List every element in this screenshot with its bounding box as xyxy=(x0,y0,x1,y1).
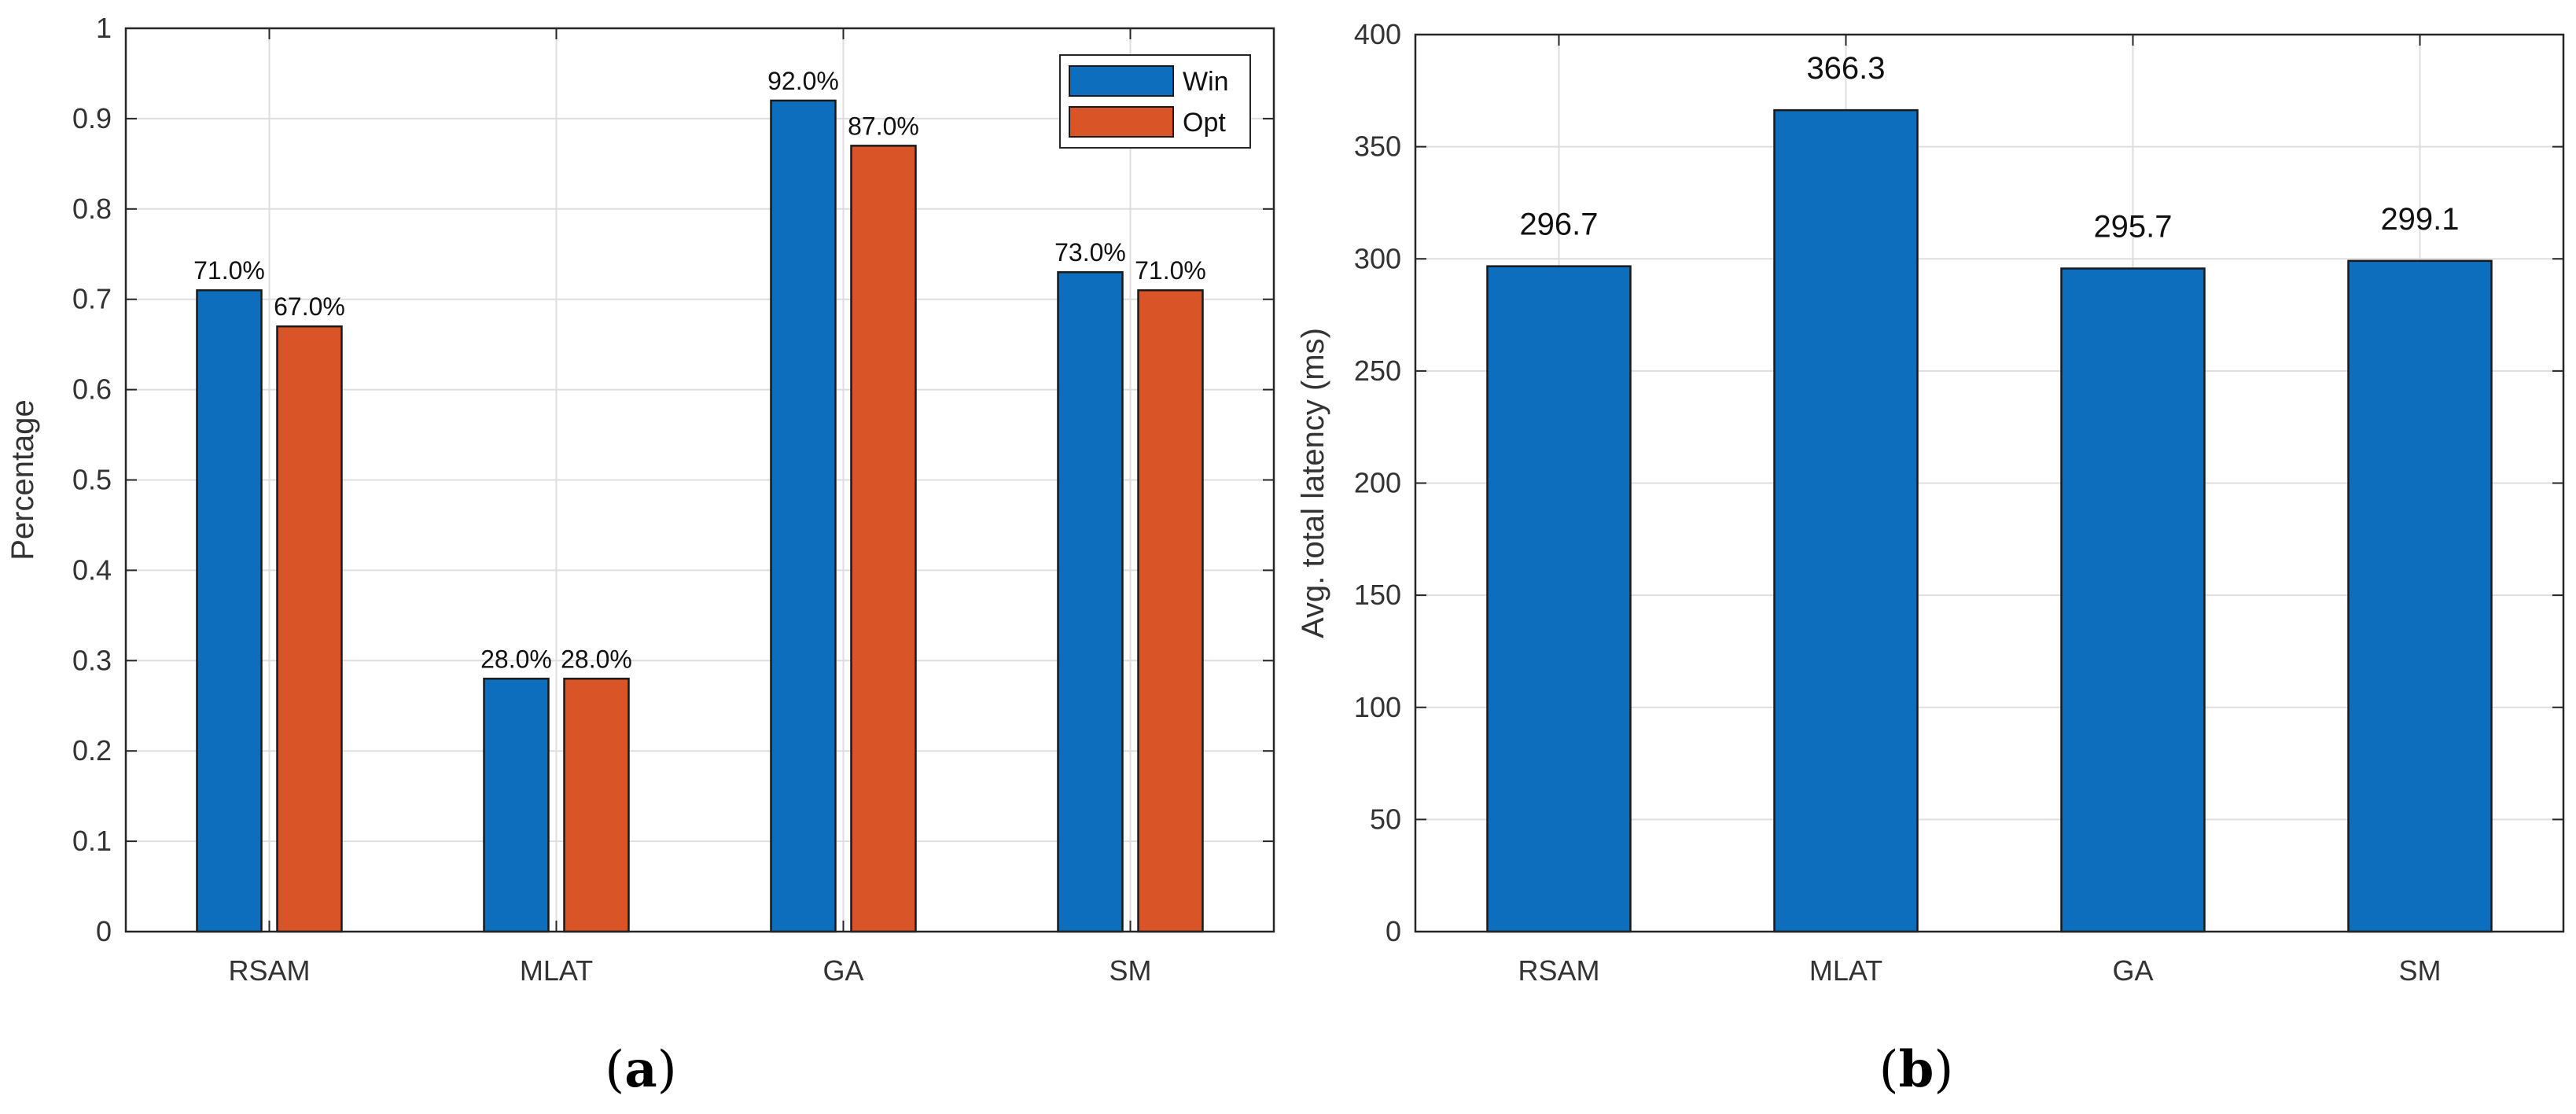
y-tick-label: 50 xyxy=(1370,803,1401,835)
legend-label: Opt xyxy=(1183,108,1226,138)
y-tick-label: 100 xyxy=(1354,691,1401,723)
y-tick-label: 150 xyxy=(1354,579,1401,611)
x-tick-label: GA xyxy=(2112,954,2153,987)
data-label: 299.1 xyxy=(2380,202,2459,237)
x-tick-label: MLAT xyxy=(520,954,593,987)
y-tick-label: 0.1 xyxy=(72,825,112,857)
data-label: 92.0% xyxy=(767,67,839,95)
bar-opt-sm xyxy=(1137,289,1204,933)
y-tick-label: 0.4 xyxy=(72,553,112,586)
x-tick-label: SM xyxy=(2399,954,2442,987)
data-label: 296.7 xyxy=(1519,208,1598,242)
y-tick-label: 350 xyxy=(1354,131,1401,163)
bar-win-mlat xyxy=(483,678,550,933)
figure-caption: (a) xyxy=(605,1040,676,1099)
data-label: 67.0% xyxy=(274,292,345,321)
data-label: 295.7 xyxy=(2093,210,2172,244)
data-label: 71.0% xyxy=(1135,256,1206,285)
y-tick-label: 0 xyxy=(1386,915,1401,947)
y-tick-label: 0.9 xyxy=(72,102,112,134)
axes-box xyxy=(124,27,1275,933)
bar-opt-rsam xyxy=(276,325,343,933)
y-axis-label: Percentage xyxy=(6,399,40,561)
bar-avg-total-latency-rsam xyxy=(1486,265,1632,933)
y-tick-label: 0.2 xyxy=(72,734,112,767)
y-tick-label: 0.3 xyxy=(72,644,112,676)
bar-avg-total-latency-sm xyxy=(2347,259,2493,933)
x-tick-label: MLAT xyxy=(1809,954,1882,987)
y-tick-label: 0.8 xyxy=(72,193,112,225)
legend-label: Win xyxy=(1183,67,1229,97)
y-tick-label: 0 xyxy=(96,915,112,947)
axes-box xyxy=(1414,33,2565,933)
y-tick-label: 200 xyxy=(1354,467,1401,499)
chart-b: 0 50 100 150 200 250 300 350 400 RSAM MLAT GA SM 296.… xyxy=(1296,18,2565,1099)
legend-swatch xyxy=(1069,106,1174,138)
y-axis-label: Avg. total latency (ms) xyxy=(1296,328,1330,638)
bar-win-ga xyxy=(770,99,837,933)
legend-swatch xyxy=(1069,65,1174,97)
bar-opt-ga xyxy=(850,145,917,933)
y-tick-label: 0.6 xyxy=(72,373,112,406)
data-label: 28.0% xyxy=(561,645,632,673)
data-label: 87.0% xyxy=(848,112,919,140)
bar-win-sm xyxy=(1057,270,1124,933)
figure-caption: (b) xyxy=(1879,1040,1954,1099)
chart-a: 0 0.1 0.2 0.3 0.4 0.5 0.6 0.7 0.8 0.9 1 RSAM MLAT GA S… xyxy=(6,12,1275,1099)
y-tick-label: 1 xyxy=(96,12,112,44)
bar-opt-mlat xyxy=(563,678,630,933)
data-label: 28.0% xyxy=(480,645,552,673)
x-tick-label: SM xyxy=(1110,954,1152,987)
x-tick-label: RSAM xyxy=(1518,954,1599,987)
y-tick-label: 400 xyxy=(1354,18,1401,50)
x-tick-label: RSAM xyxy=(228,954,310,987)
bar-avg-total-latency-mlat xyxy=(1773,108,1919,933)
y-tick-label: 300 xyxy=(1354,242,1401,274)
data-label: 366.3 xyxy=(1806,51,1885,86)
y-tick-label: 0.5 xyxy=(72,464,112,496)
data-label: 71.0% xyxy=(193,256,265,285)
data-label: 73.0% xyxy=(1054,238,1126,267)
bar-win-rsam xyxy=(196,289,263,933)
x-tick-label: GA xyxy=(822,954,863,987)
bar-avg-total-latency-ga xyxy=(2060,267,2206,933)
y-tick-label: 250 xyxy=(1354,355,1401,387)
y-tick-label: 0.7 xyxy=(72,283,112,315)
